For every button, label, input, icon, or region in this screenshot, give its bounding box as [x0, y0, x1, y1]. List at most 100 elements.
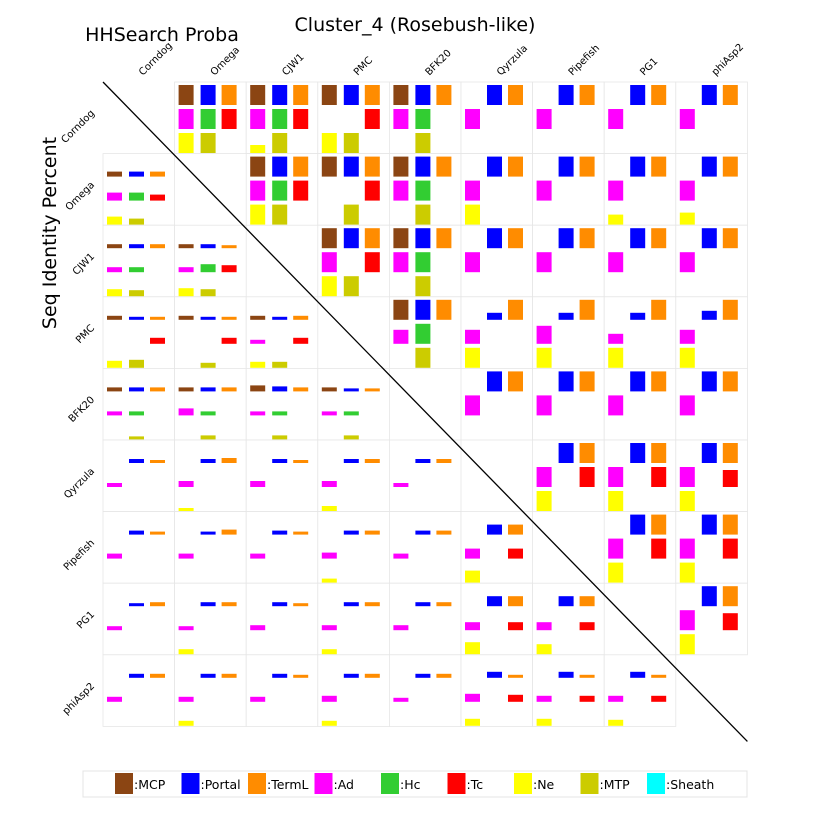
lower-bar-terml — [436, 602, 452, 607]
upper-bar-ad — [393, 252, 409, 273]
lower-bar-terml — [293, 603, 309, 607]
upper-bar-terml — [436, 85, 452, 105]
upper-bar-terml — [579, 443, 595, 463]
upper-bar-ne — [250, 204, 266, 225]
lower-bar-portal — [200, 602, 216, 607]
upper-bar-ad — [608, 467, 624, 487]
heatmap-cell — [102, 654, 175, 727]
legend-label-sheath: :Sheath — [666, 777, 714, 792]
lower-bar-ne — [178, 508, 194, 511]
upper-bar-ad — [393, 109, 409, 129]
upper-bar-portal — [701, 514, 717, 535]
lower-bar-tc — [150, 337, 165, 344]
lower-bar-portal — [200, 673, 216, 678]
heatmap-cell — [532, 654, 605, 727]
upper-bar-ne — [679, 562, 695, 583]
upper-bar-ne — [250, 145, 266, 153]
column-labels: Corndog Omega CJW1 PMC BFK20 Qyrzula Pipefish P… — [137, 41, 746, 79]
lower-bar-terml — [579, 596, 595, 607]
lower-bar-terml — [293, 531, 309, 535]
heatmap-cell — [102, 296, 175, 369]
row-label: BFK20 — [67, 395, 97, 425]
upper-bar-terml — [651, 156, 667, 177]
upper-bar-mcp — [250, 156, 266, 177]
lower-bar-terml — [221, 387, 237, 392]
upper-bar-terml — [722, 371, 738, 392]
upper-bar-tc — [579, 467, 595, 487]
heatmap-cell — [102, 582, 175, 656]
upper-bar-portal — [701, 85, 717, 105]
upper-bar-hc — [272, 180, 288, 201]
lower-bar-ne — [465, 570, 480, 583]
upper-bar-terml — [508, 371, 523, 392]
lower-bar-ne — [107, 360, 122, 368]
legend-label-mcp: :MCP — [134, 777, 166, 792]
lower-bar-portal — [630, 671, 646, 678]
lower-bar-mcp — [178, 315, 194, 320]
lower-bar-ad — [250, 411, 266, 416]
lower-bar-portal — [129, 387, 144, 392]
lower-bar-portal — [487, 524, 502, 535]
lower-bar-mcp — [107, 171, 122, 177]
lower-bar-terml — [221, 458, 237, 463]
lower-bar-ad — [178, 696, 194, 702]
row-labels: Corndog Omega CJW1 PMC BFK20 Qyrzula Pipefish P… — [60, 108, 98, 717]
upper-bar-terml — [436, 228, 452, 249]
lower-bar-ne — [608, 719, 624, 726]
upper-bar-tc — [364, 252, 380, 273]
upper-bar-ne — [679, 347, 695, 368]
upper-bar-mtp — [272, 133, 288, 153]
lower-bar-mcp — [250, 385, 266, 392]
upper-bar-terml — [651, 85, 667, 105]
lower-bar-ne — [465, 718, 480, 726]
row-label: Pipefish — [62, 538, 97, 573]
lower-bar-mtp — [200, 362, 216, 368]
lower-bar-portal — [343, 459, 359, 463]
upper-bar-terml — [722, 586, 738, 607]
lower-bar-hc — [272, 411, 288, 416]
upper-bar-mcp — [393, 85, 409, 105]
column-label: PMC — [352, 55, 375, 78]
lower-bar-terml — [651, 674, 667, 678]
lower-bar-ne — [321, 649, 337, 655]
upper-bar-terml — [579, 156, 595, 177]
upper-bar-portal — [701, 228, 717, 249]
lower-bar-mtp — [200, 289, 216, 297]
lower-bar-portal — [129, 459, 144, 463]
upper-bar-ne — [536, 491, 552, 511]
upper-bar-portal — [630, 443, 646, 463]
upper-bar-portal — [272, 156, 288, 177]
lower-bar-portal — [487, 596, 502, 607]
upper-bar-terml — [579, 85, 595, 105]
upper-bar-ad — [465, 109, 480, 129]
lower-bar-terml — [221, 673, 237, 678]
upper-bar-tc — [364, 180, 380, 201]
legend-label-mtp: :MTP — [600, 777, 631, 792]
row-label: Omega — [64, 180, 97, 213]
upper-bar-mcp — [250, 85, 266, 105]
upper-bar-ad — [536, 395, 552, 416]
upper-bar-portal — [558, 85, 574, 105]
lower-bar-ad — [107, 696, 122, 702]
upper-bar-portal — [630, 514, 646, 535]
upper-bar-ad — [679, 252, 695, 273]
lower-bar-portal — [272, 459, 288, 463]
upper-bar-mcp — [393, 228, 409, 249]
upper-bar-mtp — [415, 204, 431, 225]
lower-bar-ad — [465, 693, 480, 702]
legend-swatch-portal — [181, 773, 200, 794]
lower-bar-portal — [415, 602, 431, 607]
column-label: BFK20 — [424, 48, 454, 78]
lower-bar-hc — [200, 411, 216, 416]
lower-bar-ad — [321, 625, 337, 631]
lower-bar-ne — [465, 642, 480, 655]
heatmap-cell — [102, 511, 175, 584]
upper-bar-mcp — [321, 85, 337, 105]
heatmap-cell — [245, 367, 319, 441]
upper-bar-tc — [722, 470, 738, 487]
upper-bar-portal — [558, 443, 574, 463]
lower-bar-ad — [107, 553, 122, 559]
upper-bar-portal — [701, 443, 717, 463]
upper-bar-terml — [293, 85, 309, 105]
lower-bar-hc — [129, 192, 144, 201]
